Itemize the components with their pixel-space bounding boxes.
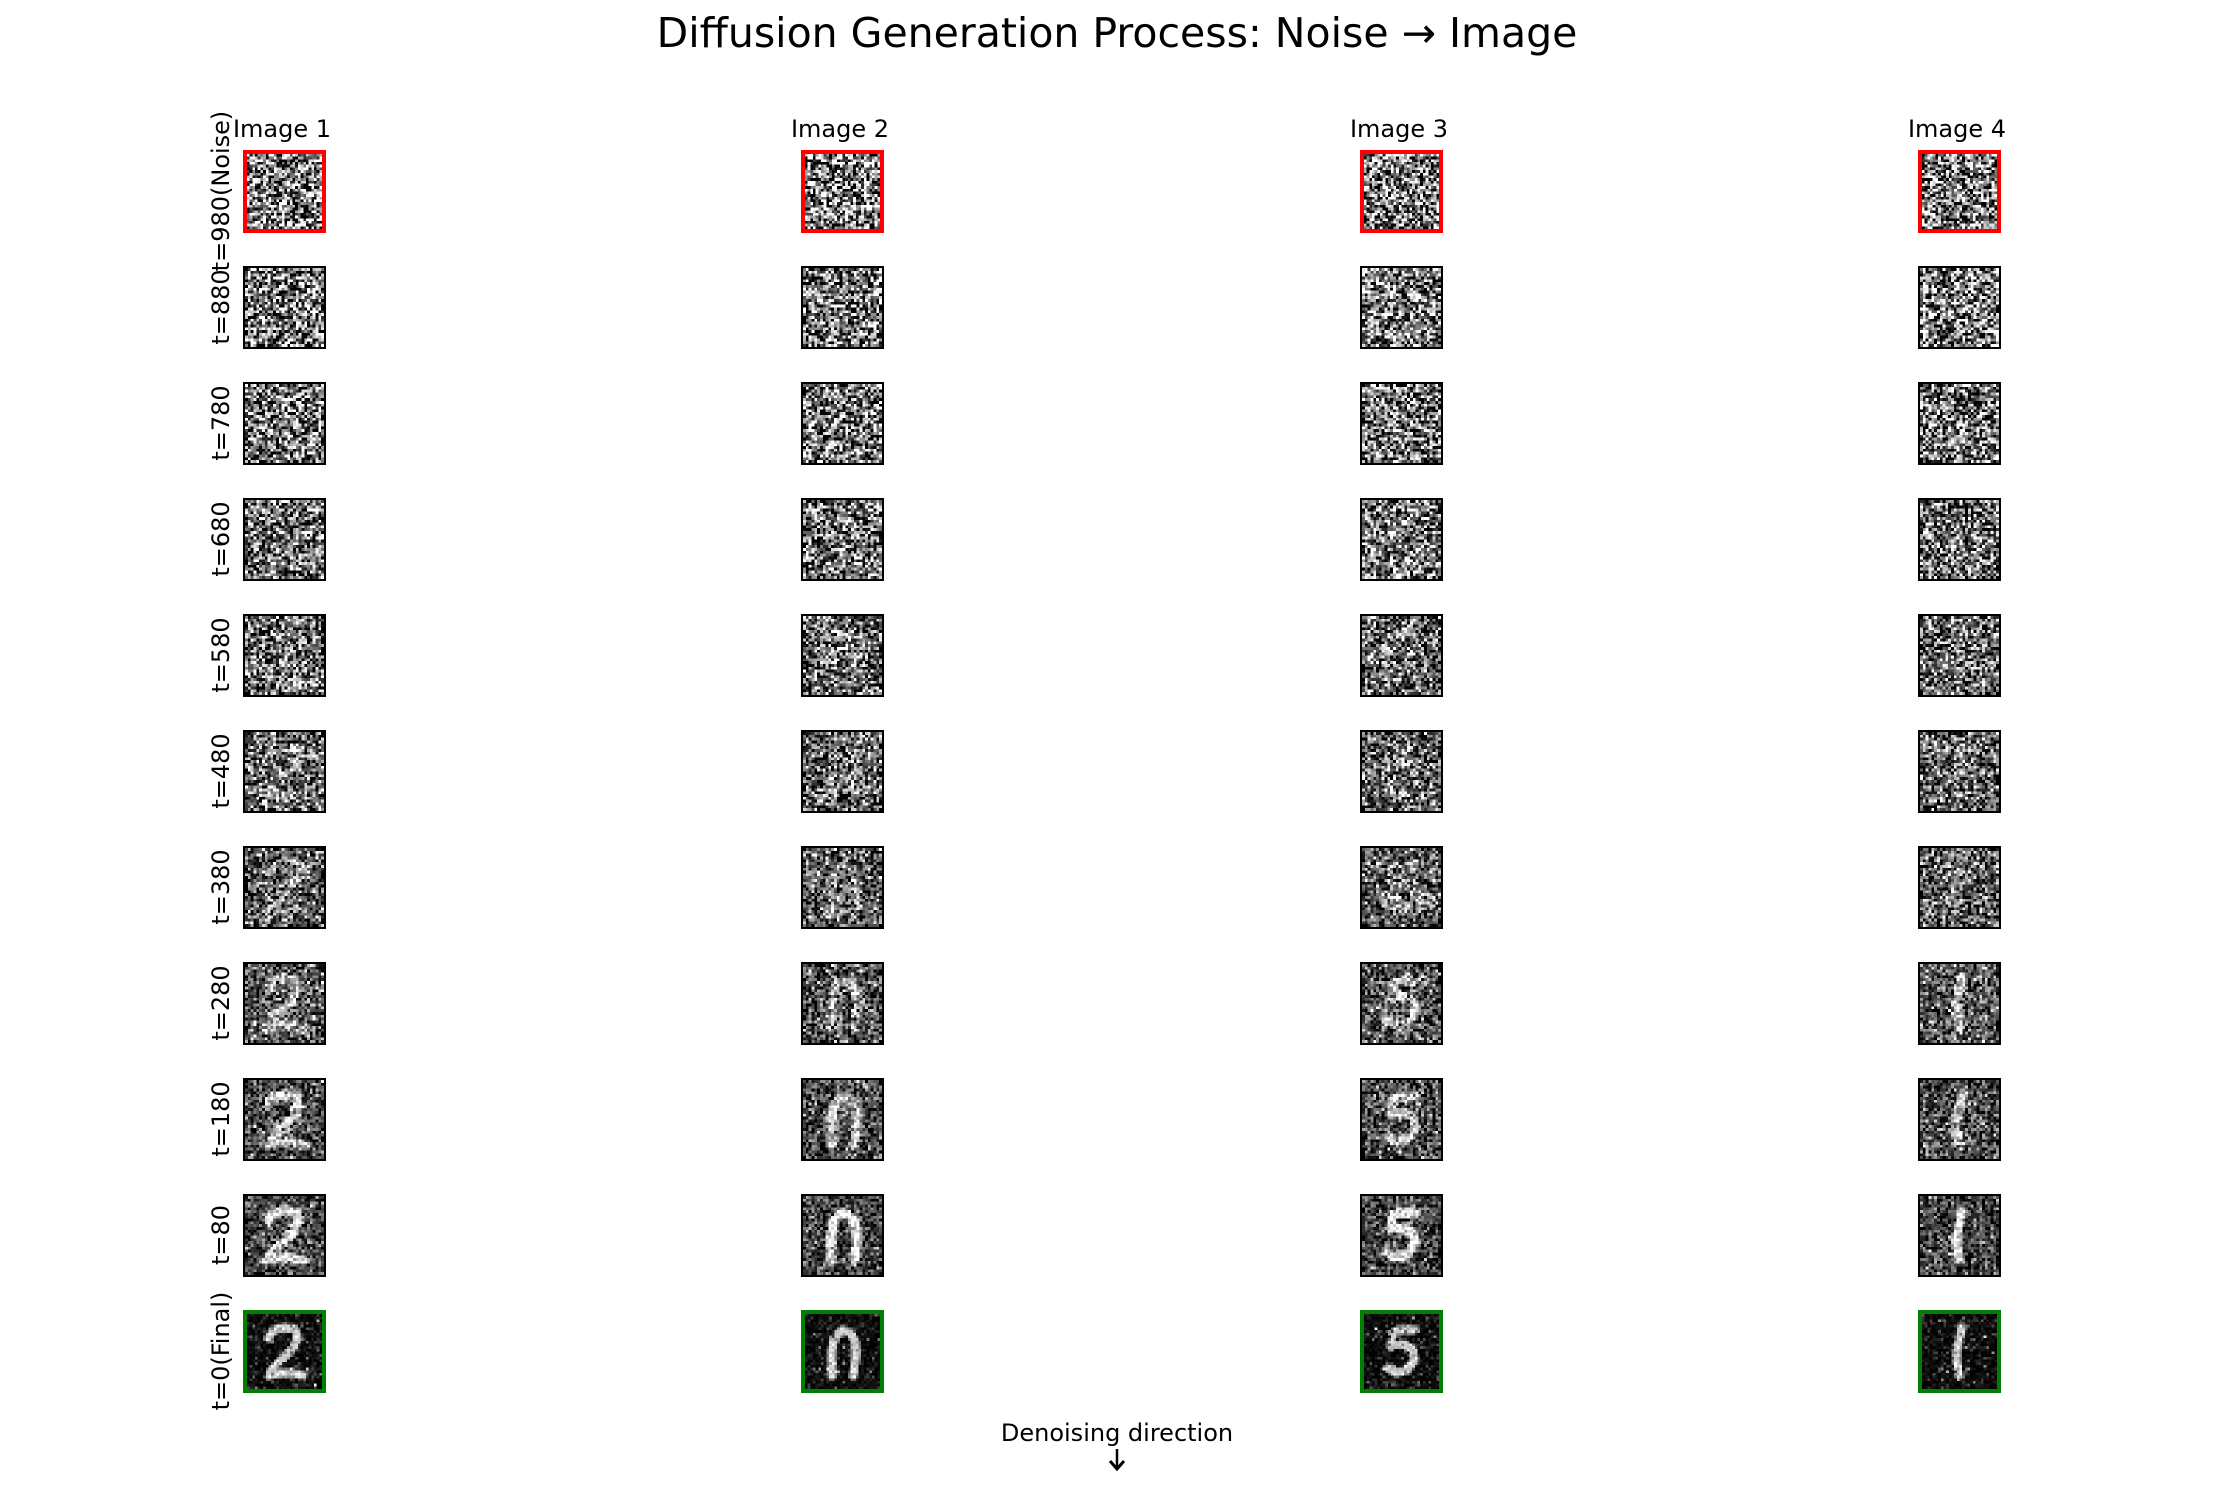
sample-image (1922, 154, 1997, 229)
sample-tile (1360, 730, 1443, 813)
sample-tile (1918, 1310, 2001, 1393)
sample-tile (1360, 1194, 1443, 1277)
sample-image (1362, 268, 1441, 347)
sample-image (1362, 1196, 1441, 1275)
sample-tile (801, 1310, 884, 1393)
sample-image (1920, 616, 1999, 695)
sample-tile (243, 614, 326, 697)
sample-image (803, 732, 882, 811)
column-header-image-3: Image 3 (1349, 115, 1449, 143)
row-label-t0: t=0(Final) (207, 1291, 235, 1411)
sample-image (1920, 848, 1999, 927)
sample-image (245, 964, 324, 1043)
sample-tile (801, 382, 884, 465)
sample-image (803, 616, 882, 695)
sample-tile (1918, 150, 2001, 233)
sample-tile (243, 1194, 326, 1277)
sample-image (1920, 1080, 1999, 1159)
sample-tile (243, 266, 326, 349)
sample-image (1362, 732, 1441, 811)
sample-tile (243, 846, 326, 929)
sample-image (1362, 848, 1441, 927)
sample-tile (801, 498, 884, 581)
sample-tile (1360, 266, 1443, 349)
sample-image (1362, 1080, 1441, 1159)
sample-tile (801, 730, 884, 813)
sample-image (1362, 500, 1441, 579)
sample-image (1920, 964, 1999, 1043)
sample-tile (1918, 962, 2001, 1045)
sample-tile (243, 730, 326, 813)
sample-tile (1918, 1078, 2001, 1161)
sample-tile (1360, 150, 1443, 233)
sample-image (245, 1080, 324, 1159)
sample-tile (1360, 498, 1443, 581)
sample-image (803, 1196, 882, 1275)
sample-tile (801, 1078, 884, 1161)
sample-image (1362, 384, 1441, 463)
sample-tile (801, 1194, 884, 1277)
sample-image (805, 154, 880, 229)
sample-tile (801, 150, 884, 233)
sample-tile (1918, 1194, 2001, 1277)
sample-image (1920, 1196, 1999, 1275)
sample-tile (801, 846, 884, 929)
sample-tile (1918, 846, 2001, 929)
sample-image (1920, 384, 1999, 463)
sample-tile (1360, 382, 1443, 465)
column-header-image-4: Image 4 (1907, 115, 2007, 143)
sample-image (1362, 964, 1441, 1043)
sample-tile (1918, 266, 2001, 349)
column-header-image-2: Image 2 (790, 115, 890, 143)
sample-tile (1360, 1310, 1443, 1393)
sample-tile (1360, 614, 1443, 697)
sample-image (245, 384, 324, 463)
sample-image (245, 848, 324, 927)
sample-image (247, 1314, 322, 1389)
sample-image (245, 1196, 324, 1275)
sample-image (1364, 154, 1439, 229)
sample-tile (1918, 614, 2001, 697)
sample-image (1362, 616, 1441, 695)
sample-image (245, 732, 324, 811)
sample-image (247, 154, 322, 229)
sample-tile (243, 1310, 326, 1393)
column-header-image-1: Image 1 (232, 115, 332, 143)
sample-tile (243, 1078, 326, 1161)
sample-image (805, 1314, 880, 1389)
sample-tile (1360, 1078, 1443, 1161)
denoising-direction-label: Denoising direction (1000, 1419, 1234, 1447)
sample-image (803, 964, 882, 1043)
sample-tile (1918, 730, 2001, 813)
sample-tile (1918, 382, 2001, 465)
sample-tile (1360, 846, 1443, 929)
sample-image (245, 616, 324, 695)
sample-tile (801, 614, 884, 697)
figure-title: Diffusion Generation Process: Noise → Im… (656, 9, 1578, 57)
sample-image (1920, 732, 1999, 811)
sample-image (1922, 1314, 1997, 1389)
sample-image (803, 1080, 882, 1159)
sample-image (1920, 268, 1999, 347)
sample-tile (243, 962, 326, 1045)
sample-tile (243, 498, 326, 581)
sample-image (803, 500, 882, 579)
sample-image (803, 384, 882, 463)
sample-tile (801, 962, 884, 1045)
sample-image (1364, 1314, 1439, 1389)
sample-image (803, 268, 882, 347)
sample-image (803, 848, 882, 927)
sample-image (1920, 500, 1999, 579)
sample-tile (801, 266, 884, 349)
sample-tile (1918, 498, 2001, 581)
sample-image (245, 268, 324, 347)
sample-image (245, 500, 324, 579)
sample-tile (1360, 962, 1443, 1045)
sample-tile (243, 382, 326, 465)
arrow-down-icon (1108, 1449, 1126, 1472)
sample-tile (243, 150, 326, 233)
